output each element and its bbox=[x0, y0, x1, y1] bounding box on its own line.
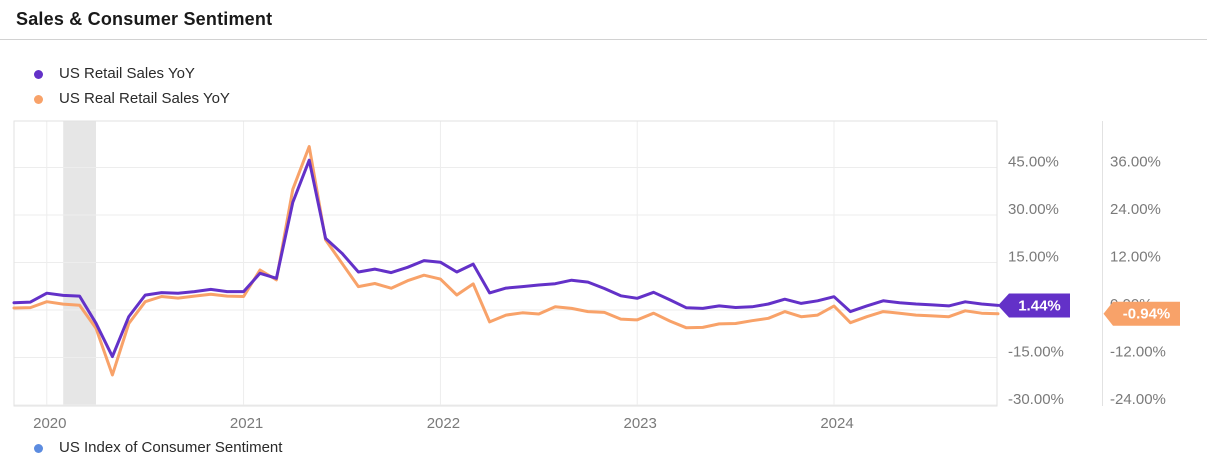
legend-label: US Real Retail Sales YoY bbox=[59, 90, 230, 107]
right-axis2-tick-label: 24.00% bbox=[1110, 201, 1161, 218]
series-line-right1 bbox=[12, 158, 1000, 359]
legend-bottom: US Index of Consumer Sentiment bbox=[31, 440, 282, 456]
legend-label: US Index of Consumer Sentiment bbox=[59, 439, 283, 456]
series-line-right2 bbox=[12, 145, 1000, 377]
right-axis1-tick-label: 15.00% bbox=[1008, 249, 1059, 266]
legend-item-real-retail-sales[interactable]: US Real Retail Sales YoY bbox=[31, 91, 230, 107]
series-dot-icon bbox=[34, 69, 43, 79]
right-axis2-tick-label: -24.00% bbox=[1110, 391, 1166, 408]
legend-item-consumer-sentiment[interactable]: US Index of Consumer Sentiment bbox=[31, 440, 282, 456]
right-axis1-tick-label: -30.00% bbox=[1008, 391, 1064, 408]
right-axis2-tick-label: 36.00% bbox=[1110, 154, 1161, 171]
recession-band bbox=[63, 121, 96, 406]
title-divider bbox=[0, 39, 1207, 40]
right-axis2-tick-label: -12.00% bbox=[1110, 344, 1166, 361]
last-value-badge-label: 1.44% bbox=[1018, 297, 1061, 314]
legend-top: US Retail Sales YoY US Real Retail Sales… bbox=[31, 66, 230, 107]
plot-border bbox=[13, 120, 998, 407]
series-dot-icon bbox=[34, 443, 43, 453]
x-axis-year-label: 2022 bbox=[427, 415, 460, 432]
series-dot-icon bbox=[34, 94, 43, 104]
x-axis-year-label: 2021 bbox=[230, 415, 263, 432]
page-title: Sales & Consumer Sentiment bbox=[16, 9, 273, 29]
right-axis1-tick-label: -15.00% bbox=[1008, 344, 1064, 361]
legend-label: US Retail Sales YoY bbox=[59, 65, 195, 82]
last-value-badge bbox=[1103, 301, 1180, 326]
legend-item-retail-sales[interactable]: US Retail Sales YoY bbox=[31, 66, 230, 82]
x-axis-year-label: 2020 bbox=[33, 415, 66, 432]
right-axis1-tick-label: 30.00% bbox=[1008, 201, 1059, 218]
x-axis-year-label: 2023 bbox=[624, 415, 657, 432]
last-value-badge-label: -0.94% bbox=[1123, 306, 1171, 323]
right-axis1-tick-label: 45.00% bbox=[1008, 154, 1059, 171]
last-value-badge bbox=[998, 293, 1070, 318]
right-axis2-tick-label: 12.00% bbox=[1110, 249, 1161, 266]
x-axis-year-label: 2024 bbox=[820, 415, 853, 432]
